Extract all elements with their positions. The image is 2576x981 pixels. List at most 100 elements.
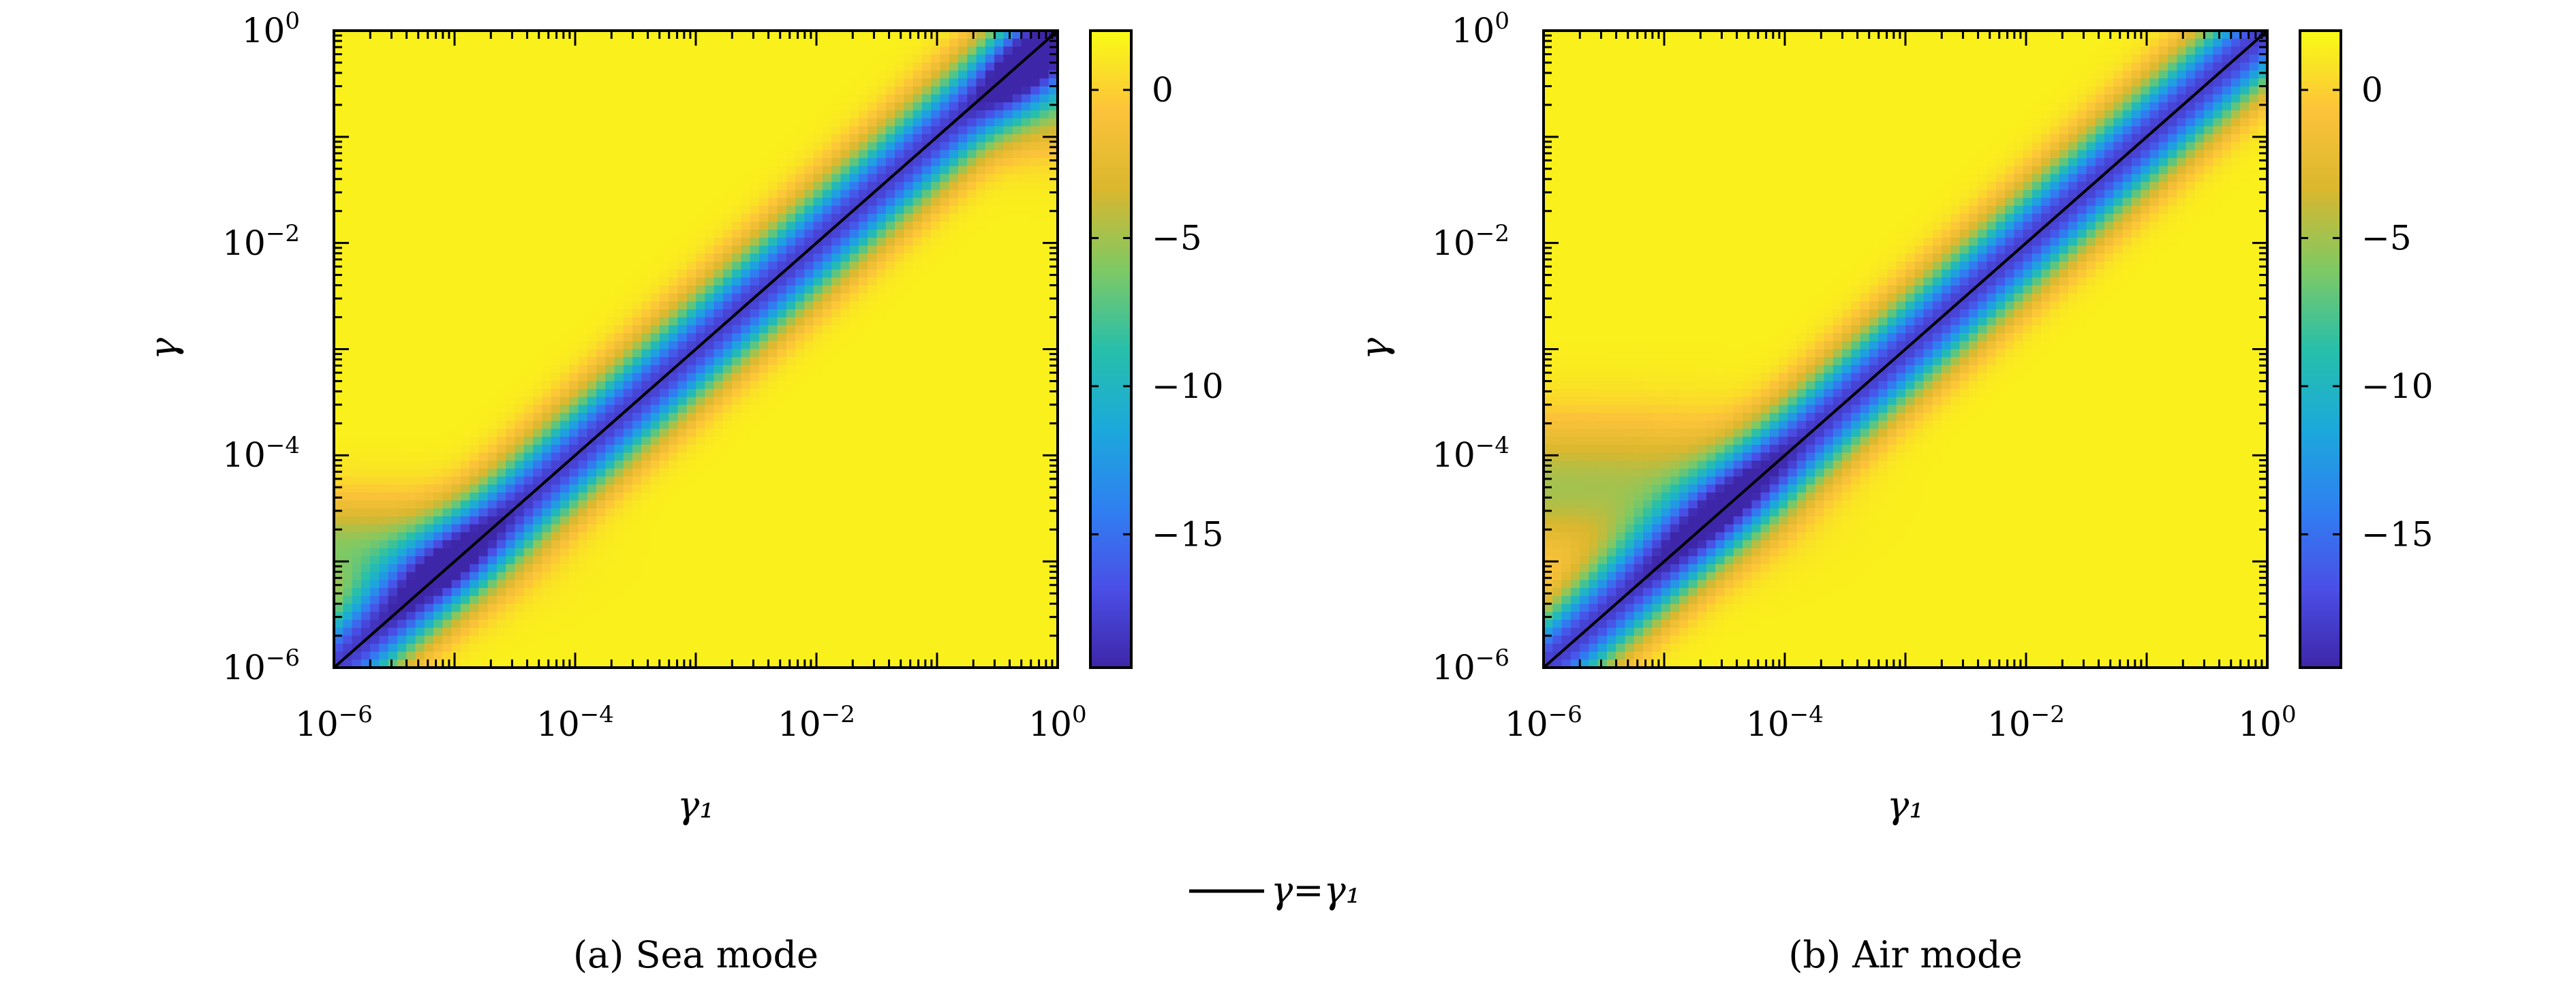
- heatmap-cell: [496, 38, 506, 47]
- heatmap-cell: [849, 405, 859, 414]
- heatmap-cell: [496, 261, 506, 270]
- heatmap-cell: [741, 595, 751, 605]
- heatmap-cell: [686, 564, 696, 573]
- heatmap-cell: [487, 444, 497, 454]
- heatmap-cell: [379, 476, 389, 485]
- heatmap-cell: [813, 612, 823, 621]
- heatmap-cell: [732, 237, 741, 247]
- heatmap-cell: [523, 373, 534, 382]
- heatmap-cell: [849, 317, 859, 326]
- heatmap-cell: [885, 508, 895, 517]
- heatmap-cell: [659, 508, 669, 517]
- heatmap-cell: [578, 237, 588, 247]
- heatmap-cell: [722, 532, 733, 541]
- heatmap-cell: [750, 643, 760, 653]
- heatmap-cell: [831, 595, 842, 605]
- heatmap-cell: [650, 158, 660, 167]
- heatmap-cell: [515, 142, 525, 151]
- heatmap-cell: [397, 532, 407, 541]
- heatmap-cell: [623, 429, 633, 437]
- heatmap-cell: [750, 54, 760, 63]
- heatmap-cell: [352, 659, 362, 668]
- heatmap-cell: [831, 86, 842, 95]
- heatmap-cell: [614, 341, 624, 350]
- heatmap-cell: [659, 556, 669, 565]
- heatmap-cell: [840, 189, 850, 199]
- heatmap-cell: [714, 86, 724, 95]
- heatmap-cell: [650, 595, 660, 605]
- heatmap-cell: [370, 548, 380, 557]
- heatmap-cell: [587, 612, 597, 621]
- heatmap-cell: [768, 349, 778, 358]
- heatmap-cell: [813, 405, 823, 414]
- heatmap-cell: [487, 357, 497, 366]
- heatmap-cell: [758, 580, 769, 589]
- heatmap-cell: [777, 126, 787, 135]
- heatmap-cell: [677, 556, 688, 565]
- heatmap-cell: [750, 174, 760, 183]
- heatmap-cell: [551, 38, 561, 47]
- heatmap-cell: [379, 548, 389, 557]
- heatmap-cell: [559, 38, 570, 47]
- heatmap-cell: [587, 118, 597, 127]
- heatmap-cell: [741, 46, 751, 55]
- heatmap-cell: [542, 253, 552, 262]
- heatmap-cell: [569, 189, 579, 199]
- heatmap-cell: [804, 166, 814, 174]
- heatmap-cell: [506, 206, 516, 215]
- heatmap-cell: [614, 309, 624, 318]
- heatmap-cell: [442, 78, 453, 87]
- heatmap-cell: [578, 269, 588, 278]
- heatmap-cell: [705, 484, 715, 493]
- heatmap-cell: [542, 62, 552, 72]
- heatmap-cell: [478, 182, 489, 191]
- heatmap-cell: [406, 612, 416, 621]
- heatmap-cell: [478, 508, 489, 517]
- heatmap-cell: [741, 349, 751, 358]
- heatmap-cell: [569, 627, 579, 636]
- heatmap-cell: [578, 94, 588, 103]
- heatmap-cell: [487, 206, 497, 215]
- heatmap-cell: [605, 293, 615, 302]
- heatmap-cell: [686, 293, 696, 302]
- heatmap-cell: [506, 301, 516, 310]
- heatmap-cell: [370, 118, 380, 127]
- heatmap-cell: [768, 452, 778, 461]
- heatmap-cell: [352, 317, 362, 326]
- heatmap-cell: [559, 237, 570, 247]
- heatmap-cell: [442, 651, 453, 660]
- heatmap-cell: [641, 86, 651, 95]
- heatmap-cell: [379, 659, 389, 668]
- heatmap-cell: [722, 189, 733, 199]
- heatmap-cell: [478, 429, 489, 437]
- heatmap-cell: [831, 349, 842, 358]
- heatmap-cell: [840, 484, 850, 493]
- heatmap-cell: [750, 405, 760, 414]
- heatmap-cell: [533, 166, 542, 174]
- heatmap-cell: [677, 381, 688, 390]
- heatmap-cell: [433, 253, 443, 262]
- heatmap-cell: [876, 150, 887, 159]
- heatmap-cell: [487, 126, 497, 135]
- heatmap-cell: [876, 619, 887, 629]
- heatmap-cell: [470, 556, 480, 565]
- heatmap-cell: [551, 373, 561, 382]
- heatmap-cell: [424, 221, 434, 230]
- heatmap-cell: [705, 572, 715, 581]
- heatmap-cell: [542, 237, 552, 247]
- heatmap-cell: [487, 364, 497, 374]
- heatmap-cell: [343, 341, 353, 350]
- heatmap-cell: [515, 413, 525, 422]
- heatmap-cell: [487, 245, 497, 254]
- heatmap-cell: [442, 381, 453, 390]
- heatmap-cell: [650, 476, 660, 485]
- heatmap-cell: [352, 405, 362, 414]
- heatmap-cell: [813, 548, 823, 557]
- heatmap-cell: [487, 540, 497, 549]
- heatmap-cell: [750, 269, 760, 278]
- heatmap-cell: [587, 643, 597, 653]
- heatmap-cell: [370, 245, 380, 254]
- heatmap-cell: [334, 429, 343, 437]
- heatmap-cell: [352, 651, 362, 660]
- heatmap-cell: [470, 516, 480, 525]
